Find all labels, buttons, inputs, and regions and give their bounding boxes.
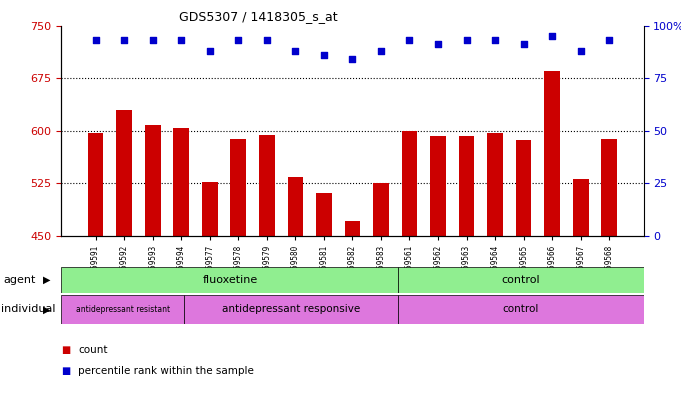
Text: GDS5307 / 1418305_s_at: GDS5307 / 1418305_s_at	[180, 10, 338, 23]
Bar	[398, 295, 644, 324]
Text: individual: individual	[1, 305, 55, 314]
Point	[147, 37, 158, 43]
Point	[432, 41, 443, 48]
Point	[290, 48, 301, 54]
Text: antidepressant responsive: antidepressant responsive	[222, 305, 360, 314]
Point	[404, 37, 415, 43]
Point	[204, 48, 215, 54]
Text: control: control	[502, 275, 540, 285]
Bar	[516, 140, 531, 236]
Bar	[373, 182, 389, 236]
Point	[118, 37, 129, 43]
Bar	[174, 128, 189, 236]
Text: control: control	[503, 305, 539, 314]
Bar	[316, 193, 332, 236]
Bar	[430, 136, 446, 236]
Text: agent: agent	[3, 275, 36, 285]
Text: fluoxetine: fluoxetine	[202, 275, 257, 285]
Text: ■: ■	[61, 366, 71, 376]
Bar	[61, 267, 398, 293]
Point	[90, 37, 101, 43]
Point	[461, 37, 472, 43]
Text: percentile rank within the sample: percentile rank within the sample	[78, 366, 254, 376]
Bar	[61, 295, 184, 324]
Text: antidepressant resistant: antidepressant resistant	[76, 305, 170, 314]
Bar	[601, 139, 617, 236]
Point	[490, 37, 501, 43]
Bar	[116, 110, 132, 236]
Point	[176, 37, 187, 43]
Point	[575, 48, 586, 54]
Text: ▶: ▶	[43, 275, 50, 285]
Bar	[573, 179, 588, 236]
Bar	[398, 267, 644, 293]
Bar	[345, 221, 360, 236]
Bar	[202, 182, 218, 236]
Point	[262, 37, 272, 43]
Point	[604, 37, 615, 43]
Point	[375, 48, 386, 54]
Bar	[402, 130, 417, 236]
Bar	[487, 133, 503, 236]
Point	[518, 41, 529, 48]
Point	[547, 33, 558, 39]
Point	[319, 52, 330, 58]
Bar	[287, 177, 303, 236]
Point	[233, 37, 244, 43]
Point	[347, 56, 358, 62]
Text: ■: ■	[61, 345, 71, 355]
Bar	[259, 135, 274, 236]
Bar	[145, 125, 161, 236]
Text: ▶: ▶	[43, 305, 50, 314]
Bar	[230, 139, 246, 236]
Bar	[184, 295, 398, 324]
Text: count: count	[78, 345, 108, 355]
Bar	[459, 136, 475, 236]
Bar	[88, 134, 104, 236]
Bar	[544, 71, 560, 236]
